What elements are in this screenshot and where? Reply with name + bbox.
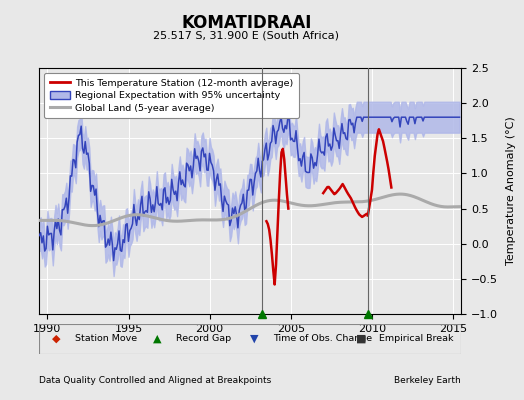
Text: Station Move: Station Move bbox=[75, 334, 137, 343]
Legend: This Temperature Station (12-month average), Regional Expectation with 95% uncer: This Temperature Station (12-month avera… bbox=[44, 73, 299, 118]
Text: ▲: ▲ bbox=[153, 334, 162, 343]
Text: Time of Obs. Change: Time of Obs. Change bbox=[274, 334, 373, 343]
Text: Berkeley Earth: Berkeley Earth bbox=[395, 376, 461, 385]
Text: Record Gap: Record Gap bbox=[177, 334, 232, 343]
Text: ▼: ▼ bbox=[250, 334, 259, 343]
Text: Empirical Break: Empirical Break bbox=[379, 334, 453, 343]
Text: 25.517 S, 31.900 E (South Africa): 25.517 S, 31.900 E (South Africa) bbox=[154, 30, 339, 40]
Y-axis label: Temperature Anomaly (°C): Temperature Anomaly (°C) bbox=[506, 117, 516, 265]
Text: Data Quality Controlled and Aligned at Breakpoints: Data Quality Controlled and Aligned at B… bbox=[39, 376, 271, 385]
Text: KOMATIDRAAI: KOMATIDRAAI bbox=[181, 14, 311, 32]
Text: ◆: ◆ bbox=[52, 334, 60, 343]
Text: ■: ■ bbox=[356, 334, 366, 343]
